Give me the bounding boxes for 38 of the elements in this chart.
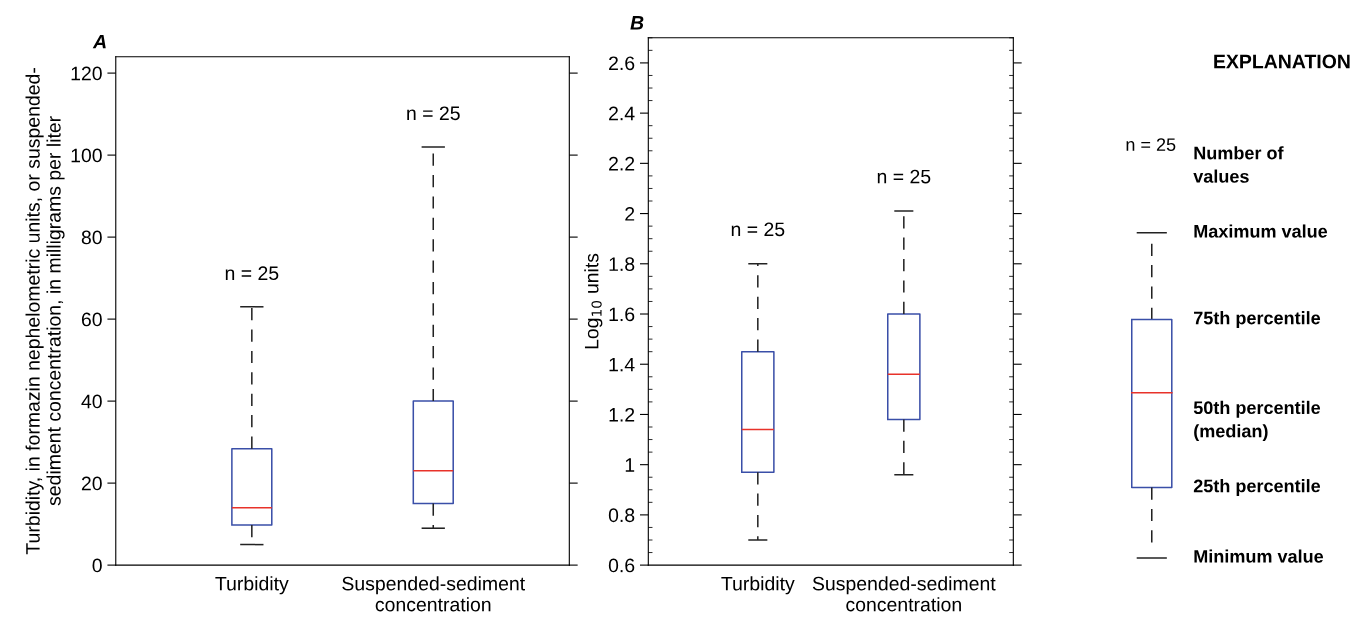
y-tick-label: 2.6 [609,56,635,71]
x-tick-label: Turbidity [721,576,795,595]
y-tick-label: 20 [81,476,102,491]
y-tick-label: 1.4 [609,357,635,372]
x-tick-label: Suspended-sediment concentration [812,576,996,612]
x-tick-label: Turbidity [215,576,289,595]
y-tick-label: 2 [625,207,635,221]
y-tick-label: 1.6 [609,307,635,322]
y-tick-label: 80 [81,230,102,245]
text: Maximum value [1194,224,1328,238]
annotation: n = 25 [225,266,279,281]
chart-title: A [92,34,106,49]
y-axis-title: Turbidity, in formazin nephelometric units, or suspended- sediment concentration, in milligrams per liter [25,68,65,555]
text: Minimum value [1194,549,1324,563]
y-tick-label: 40 [81,394,102,409]
annotation: n = 25 [731,222,785,237]
text: 50th percentile (median) [1193,400,1321,442]
text: 25th percentile [1193,479,1321,496]
annotation: n = 25 [877,169,931,184]
y-tick-label: 0.8 [608,508,635,523]
text: Number of values [1193,146,1284,183]
y-tick-label: 1.8 [609,257,635,272]
annotation: n = 25 [407,106,460,121]
x-tick-label: Suspended-sediment concentration [342,576,525,612]
y-tick-label: 2.2 [609,156,635,171]
y-axis-title: Log$_{10}$ units [584,253,603,349]
y-tick-label: 1 [625,458,635,472]
y-tick-label: 60 [81,312,102,327]
y-tick-label: 120 [71,66,102,81]
y-tick-label: 0.6 [608,558,635,573]
text: 75th percentile [1194,311,1321,328]
y-tick-label: 1.2 [609,407,635,422]
y-tick-label: 2.4 [609,106,635,121]
text: EXPLANATION [1214,54,1350,69]
chart-title: B [630,16,644,30]
y-tick-label: 100 [71,148,102,163]
y-tick-label: 0 [92,558,102,573]
text: n = 25 [1126,138,1176,152]
